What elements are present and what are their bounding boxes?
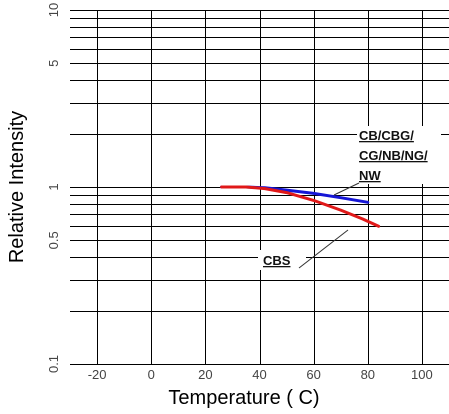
y-tick-label: 5: [46, 60, 61, 67]
annotation-box-1: [357, 126, 441, 184]
annotation-2-leader: [298, 229, 349, 269]
x-axis-title: Temperature ( C): [168, 387, 319, 409]
series-line-2: [220, 185, 381, 228]
annotation-1-line-1: CB/CBG/: [359, 128, 414, 143]
data-series: [220, 185, 381, 228]
x-tick-label: 80: [361, 367, 375, 382]
x-tick-label: 0: [148, 367, 155, 382]
annotation-1-line-3: NW: [359, 168, 381, 183]
x-tick-label: 60: [306, 367, 320, 382]
annotation-1-leader: [333, 182, 360, 196]
annotation-2-text: CBS: [263, 253, 291, 268]
annotations: CB/CBG/CG/NB/NG/NW CBS: [258, 126, 441, 270]
y-tick-label: 1: [46, 183, 61, 190]
y-tick-label: 10: [46, 3, 61, 17]
x-tick-label: 20: [198, 367, 212, 382]
x-tick-label: 100: [411, 367, 433, 382]
x-tick-label: 40: [252, 367, 266, 382]
annotation-box-2: [258, 250, 306, 270]
y-tick-label: 0.1: [46, 355, 61, 373]
y-tick-labels: 0.1 0.5 1 5 10: [46, 3, 61, 373]
y-axis-title: Relative Intensity: [6, 111, 28, 263]
x-tick-label: -20: [88, 367, 107, 382]
annotation-1-line-2: CG/NB/NG/: [359, 148, 428, 163]
x-tick-labels: -20 0 20 40 60 80 100: [88, 367, 433, 382]
y-tick-label: 0.5: [46, 231, 61, 249]
